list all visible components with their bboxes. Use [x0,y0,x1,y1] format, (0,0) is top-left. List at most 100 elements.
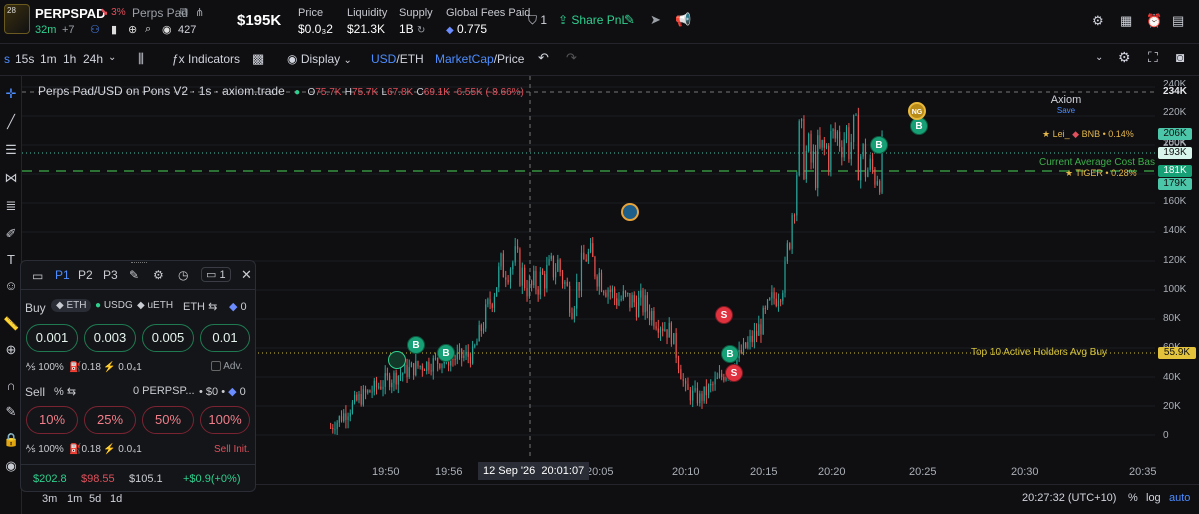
close-icon[interactable]: ✕ [241,267,252,282]
share-icon[interactable]: ⋔ [195,7,205,19]
search-icon[interactable]: ⌕ [145,23,152,35]
pattern-icon[interactable]: ⋈ [4,170,18,185]
timeframe-24h[interactable]: 24h [83,52,104,66]
ruler-icon[interactable]: 📏 [3,316,20,331]
range-1m[interactable]: 1m [67,493,83,505]
wallet-annotation-2[interactable]: ★ TIGER • 0.28% [1065,168,1137,178]
telegram-link-icon[interactable]: ▮ [111,24,118,36]
buy-amount-button[interactable]: 0.01 [200,324,250,352]
advanced-toggle[interactable]: Adv. [211,361,243,372]
price-axis[interactable]: 240K 200K 160K 140K 120K 100K 80K 60K 40… [1155,76,1199,460]
camera-icon[interactable]: ◙ [1176,49,1185,65]
buy-marker[interactable]: B [407,336,425,354]
sell-percent-button[interactable]: 50% [142,406,194,434]
chart-icon[interactable]: ▦ [1120,13,1133,28]
sell-slippage[interactable]: ⅍ 100% [26,444,64,455]
token-image[interactable]: 28 [4,4,30,34]
zoom-icon[interactable]: ⊕ [5,342,17,357]
gear-icon[interactable]: ⚙ [1118,49,1131,65]
fib-icon[interactable]: ≣ [5,198,17,213]
chevron-down-icon[interactable]: ⌄ [1095,52,1104,63]
timeframe-1h[interactable]: 1h [63,52,77,66]
buy-gas[interactable]: ⛽0.18 [69,362,101,373]
token-name[interactable]: Perps Pad [132,6,189,20]
user-icon[interactable]: ⚇ [90,24,100,36]
token-eth[interactable]: ◆ ETH [51,299,92,312]
undo-icon[interactable]: ↶ [538,50,549,65]
buy-currency[interactable]: ETH ⇆ [183,301,218,313]
extra-count[interactable]: +7 [62,24,75,36]
price-chart[interactable] [22,76,1155,460]
timeframe-1m[interactable]: 1m [40,52,57,66]
bookmark-button[interactable]: ⛉ 1 [528,13,548,27]
ngmi-marker-icon[interactable]: NG [908,102,926,120]
currency-toggle[interactable]: USD/ETH [371,52,424,66]
pin-icon[interactable]: ✎ [624,12,635,27]
brush-icon[interactable]: ✐ [5,226,17,241]
timeframe-dropdown-icon[interactable]: ⌄ [108,52,117,63]
send-icon[interactable]: ➤ [650,12,661,27]
sell-fee[interactable]: ⚡ 0.0₄1 [103,444,142,455]
token-symbol[interactable]: PERPSPAD [35,6,106,21]
token-usdg[interactable]: ● USDG [95,300,133,311]
buy-amount-button[interactable]: 0.005 [142,324,194,352]
magnet-icon[interactable]: ∩ [6,378,16,393]
wallet-count-button[interactable]: ▭ 1 [201,267,231,282]
trendline-icon[interactable]: ╱ [7,114,15,129]
preset-p3[interactable]: P3 [103,268,118,282]
buy-marker[interactable]: B [721,345,739,363]
wallet-icon[interactable]: ▭ [32,269,44,283]
crosshair-icon[interactable]: ✛ [5,86,17,101]
megaphone-icon[interactable]: 📢 [675,12,692,27]
timeframe-15s[interactable]: 15s [15,52,35,66]
emoji-icon[interactable]: ☺ [4,278,18,293]
buy-marker[interactable]: B [437,344,455,362]
token-ueth[interactable]: ◆ uETH [137,300,174,311]
sell-init-button[interactable]: Sell Init. [214,444,250,455]
range-1d[interactable]: 1d [110,493,123,505]
edit-icon[interactable]: ✎ [129,268,140,282]
fullscreen-icon[interactable]: ⛶ [1148,49,1158,65]
preset-p2[interactable]: P2 [78,268,93,282]
drag-handle[interactable] [131,262,147,265]
range-5d[interactable]: 5d [89,493,102,505]
percent-toggle[interactable]: % [1128,492,1138,504]
wallet-annotation-1[interactable]: ★ Lei_ ◆ BNB • 0.14% [1042,129,1134,139]
layout-save-button[interactable]: Axiom Save [1048,94,1084,115]
timer-icon[interactable]: ◷ [178,268,189,282]
copy-icon[interactable]: ⧉ [180,6,188,18]
sell-mode-toggle[interactable]: % ⇆ [54,386,77,398]
clock-time[interactable]: 20:27:32 (UTC+10) [1022,492,1117,504]
settings-icon[interactable]: ⚙ [153,268,164,282]
lock-icon[interactable]: 🔒 [3,432,20,447]
display-button[interactable]: ◉ Display ⌄ [287,52,352,66]
alarm-icon[interactable]: ⏰ [1146,13,1163,28]
layout-icon[interactable]: ▤ [1172,13,1185,28]
settings-icon[interactable]: ⚙ [1092,13,1104,28]
buy-amount-button[interactable]: 0.003 [84,324,136,352]
eye-hide-icon[interactable]: ◉ [5,458,17,473]
lock-draw-icon[interactable]: ✎ [5,404,17,419]
globe-icon[interactable]: ⊕ [128,24,138,36]
dev-marker-icon[interactable] [388,351,406,369]
sell-percent-button[interactable]: 10% [26,406,78,434]
whale-marker-icon[interactable] [621,203,639,221]
sell-marker[interactable]: S [715,306,733,324]
preset-p1[interactable]: P1 [55,268,70,282]
candle-type-icon[interactable]: ⫼ [138,51,144,66]
sell-marker[interactable]: S [725,364,743,382]
templates-icon[interactable]: ▩ [252,51,265,66]
buy-marker[interactable]: B [870,136,888,154]
mode-toggle[interactable]: MarketCap/Price [435,52,525,66]
log-toggle[interactable]: log [1146,492,1161,504]
sell-percent-button[interactable]: 100% [200,406,250,434]
hlines-icon[interactable]: ☰ [5,142,17,157]
share-pnl-button[interactable]: ⇪ Share PnL [558,13,629,27]
indicators-button[interactable]: ƒx Indicators [172,52,241,66]
auto-toggle[interactable]: auto [1169,492,1191,504]
timeframe-s[interactable]: s [4,52,10,66]
sell-percent-button[interactable]: 25% [84,406,136,434]
buy-amount-button[interactable]: 0.001 [26,324,78,352]
text-icon[interactable]: T [7,252,15,267]
buy-slippage[interactable]: ⅍ 100% [26,362,64,373]
